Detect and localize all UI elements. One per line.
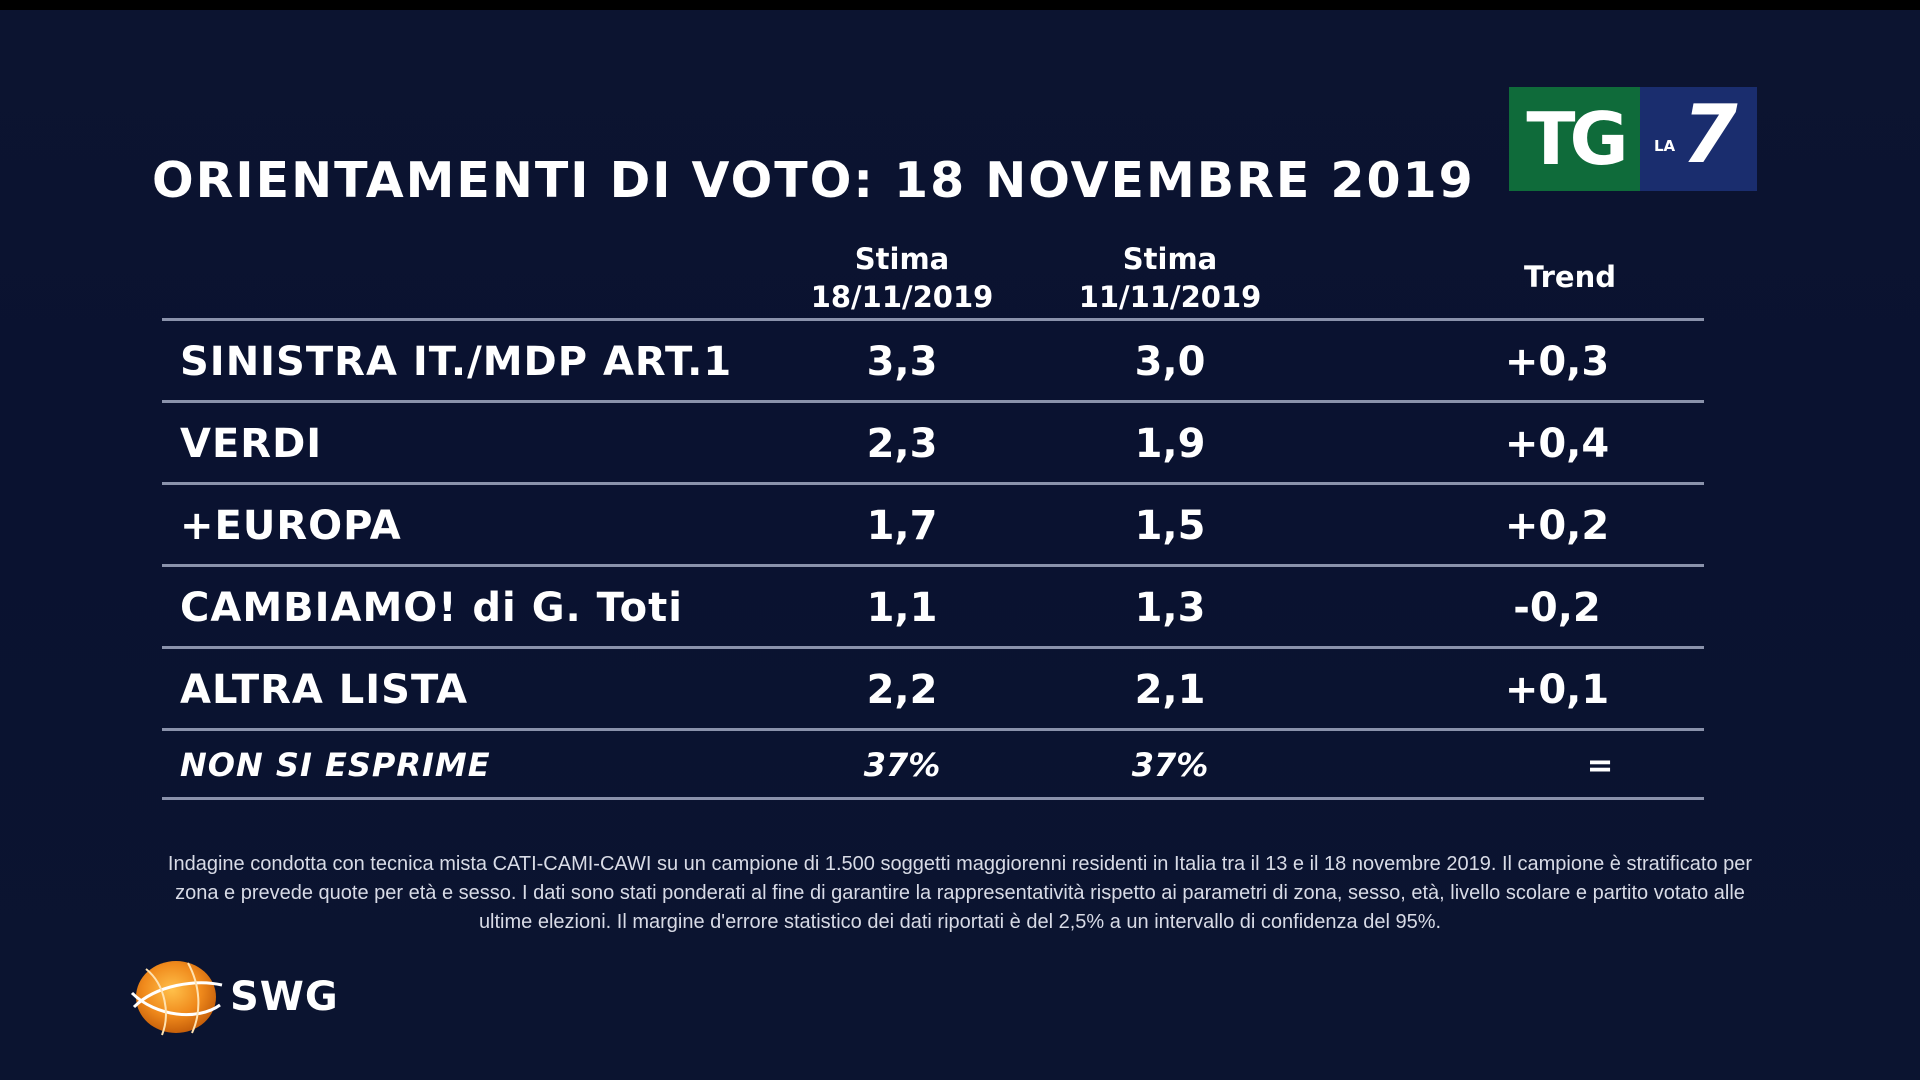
- party-name: CAMBIAMO! di G. Toti: [180, 585, 683, 631]
- value-trend: +0,1: [1504, 667, 1610, 713]
- party-name: ALTRA LISTA: [180, 667, 469, 713]
- table-row: VERDI 2,3 1,9 +0,4: [162, 404, 1704, 484]
- tg-la7-logo: TG LA 7: [1509, 87, 1757, 191]
- column-header-date: 11/11/2019: [1078, 280, 1262, 314]
- value-trend: -0,2: [1513, 585, 1601, 631]
- table-row: +EUROPA 1,7 1,5 +0,2: [162, 486, 1704, 566]
- column-header-date: 18/11/2019: [810, 280, 994, 314]
- value-stima-18: 2,3: [866, 421, 938, 467]
- value-stima-11: 1,3: [1134, 585, 1206, 631]
- value-stima-18: 37%: [863, 746, 941, 784]
- value-trend: +0,3: [1504, 339, 1610, 385]
- value-stima-11: 1,5: [1134, 503, 1206, 549]
- table-divider: [162, 318, 1704, 321]
- table-divider: [162, 728, 1704, 731]
- value-stima-11: 2,1: [1134, 667, 1206, 713]
- value-stima-18: 2,2: [866, 667, 938, 713]
- swg-globe-icon: [130, 961, 223, 1036]
- tg-logo-mark: TG: [1509, 87, 1640, 191]
- la-logo-text: LA: [1654, 137, 1676, 155]
- swg-logo: SWG: [126, 955, 339, 1039]
- page-title: ORIENTAMENTI DI VOTO: 18 NOVEMBRE 2019: [152, 152, 1475, 209]
- column-header-line: Trend: [1524, 260, 1616, 294]
- la7-logo-mark: LA 7: [1640, 87, 1757, 191]
- seven-logo-text: 7: [1682, 88, 1738, 181]
- table-divider: [162, 482, 1704, 485]
- column-header-stima-18: Stima 18/11/2019: [777, 240, 1027, 316]
- party-name: NON SI ESPRIME: [180, 746, 491, 784]
- value-stima-11: 37%: [1131, 746, 1209, 784]
- column-header-line: Stima: [1122, 242, 1218, 276]
- methodology-note: Indagine condotta con tecnica mista CATI…: [167, 853, 1753, 933]
- party-name: VERDI: [180, 421, 323, 467]
- value-trend: +0,2: [1504, 503, 1610, 549]
- table-row: SINISTRA IT./MDP ART.1 3,3 3,0 +0,3: [162, 322, 1704, 402]
- column-header-stima-11: Stima 11/11/2019: [1045, 240, 1295, 316]
- party-name: SINISTRA IT./MDP ART.1: [180, 339, 733, 385]
- party-name: +EUROPA: [180, 503, 402, 549]
- table-divider: [162, 797, 1704, 800]
- table-row: NON SI ESPRIME 37% 37% =: [162, 732, 1704, 798]
- value-stima-11: 3,0: [1134, 339, 1206, 385]
- table-row: CAMBIAMO! di G. Toti 1,1 1,3 -0,2: [162, 568, 1704, 648]
- table-row: ALTRA LISTA 2,2 2,1 +0,1: [162, 650, 1704, 730]
- column-header-trend: Trend: [1470, 258, 1670, 296]
- table-divider: [162, 646, 1704, 649]
- table-divider: [162, 400, 1704, 403]
- swg-logo-text: SWG: [230, 974, 339, 1020]
- column-header-line: Stima: [854, 242, 950, 276]
- value-stima-11: 1,9: [1134, 421, 1206, 467]
- value-stima-18: 3,3: [866, 339, 938, 385]
- value-trend: +0,4: [1504, 421, 1610, 467]
- value-trend: =: [1586, 746, 1614, 784]
- table-divider: [162, 564, 1704, 567]
- value-stima-18: 1,7: [866, 503, 938, 549]
- value-stima-18: 1,1: [866, 585, 938, 631]
- top-band: [0, 0, 1920, 10]
